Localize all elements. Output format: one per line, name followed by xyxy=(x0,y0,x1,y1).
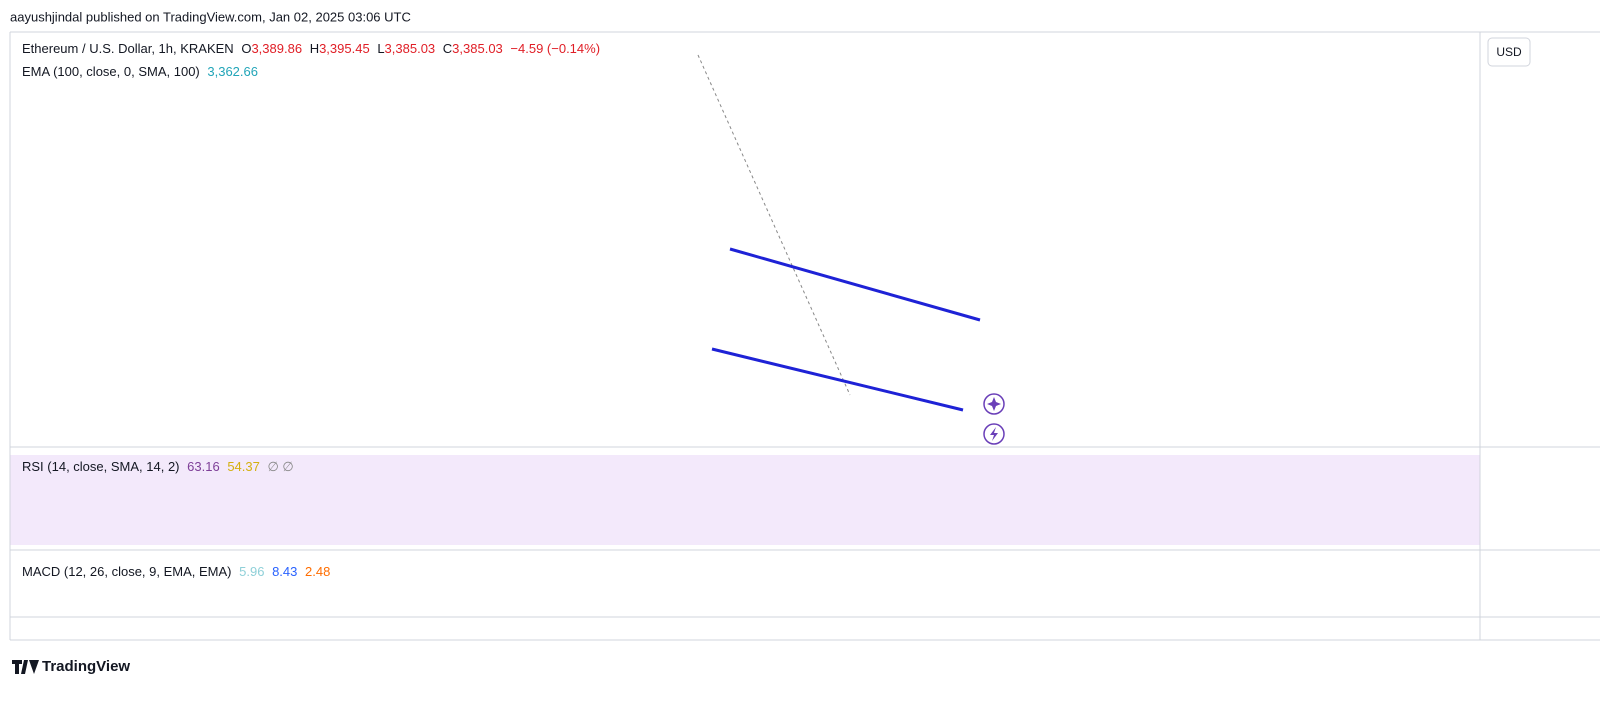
macd-value: 8.43 xyxy=(272,564,297,579)
rsi-value: 63.16 xyxy=(187,459,220,474)
event-icon-glyph xyxy=(990,427,998,441)
ema-name: EMA (100, close, 0, SMA, 100) xyxy=(22,64,200,79)
legend-value: 3,395.45 xyxy=(319,41,370,56)
legend-key: O xyxy=(241,41,251,56)
ema-legend: EMA (100, close, 0, SMA, 100) 3,362.66 xyxy=(22,64,258,79)
fib-trendline xyxy=(697,54,851,396)
rsi-legend: RSI (14, close, SMA, 14, 2) 63.16 54.37 … xyxy=(22,459,294,474)
legend-value: 3,385.03 xyxy=(385,41,436,56)
currency: USD xyxy=(1496,45,1522,59)
channel-line xyxy=(729,247,981,322)
macd-name: MACD (12, 26, close, 9, EMA, EMA) xyxy=(22,564,232,579)
legend-key: H xyxy=(310,41,319,56)
channel-line xyxy=(711,347,964,412)
rsi-extra: ∅ ∅ xyxy=(267,459,293,474)
legend-value: 3,389.86 xyxy=(251,41,302,56)
symbol-legend: Ethereum / U.S. Dollar, 1h, KRAKEN O3,38… xyxy=(22,41,600,56)
macd-signal-value: 2.48 xyxy=(305,564,330,579)
macd-hist-value: 5.96 xyxy=(239,564,264,579)
macd-legend: MACD (12, 26, close, 9, EMA, EMA) 5.96 8… xyxy=(22,564,330,579)
legend-value: 3,385.03 xyxy=(452,41,503,56)
legend-key: L xyxy=(377,41,384,56)
symbol: Ethereum / U.S. Dollar, 1h, KRAKEN xyxy=(22,41,234,56)
publisher: aayushjindal published on TradingView.co… xyxy=(10,9,411,24)
event-icon-glyph xyxy=(987,397,1001,411)
ema-value: 3,362.66 xyxy=(207,64,258,79)
logo xyxy=(12,660,39,674)
change: −4.59 (−0.14%) xyxy=(510,41,600,56)
rsi-name: RSI (14, close, SMA, 14, 2) xyxy=(22,459,180,474)
rsi-band xyxy=(10,455,1480,545)
rsi-sma-value: 54.37 xyxy=(227,459,260,474)
brand: TradingView xyxy=(42,658,130,675)
currency-box[interactable] xyxy=(1487,37,1531,67)
legend-key: C xyxy=(443,41,452,56)
